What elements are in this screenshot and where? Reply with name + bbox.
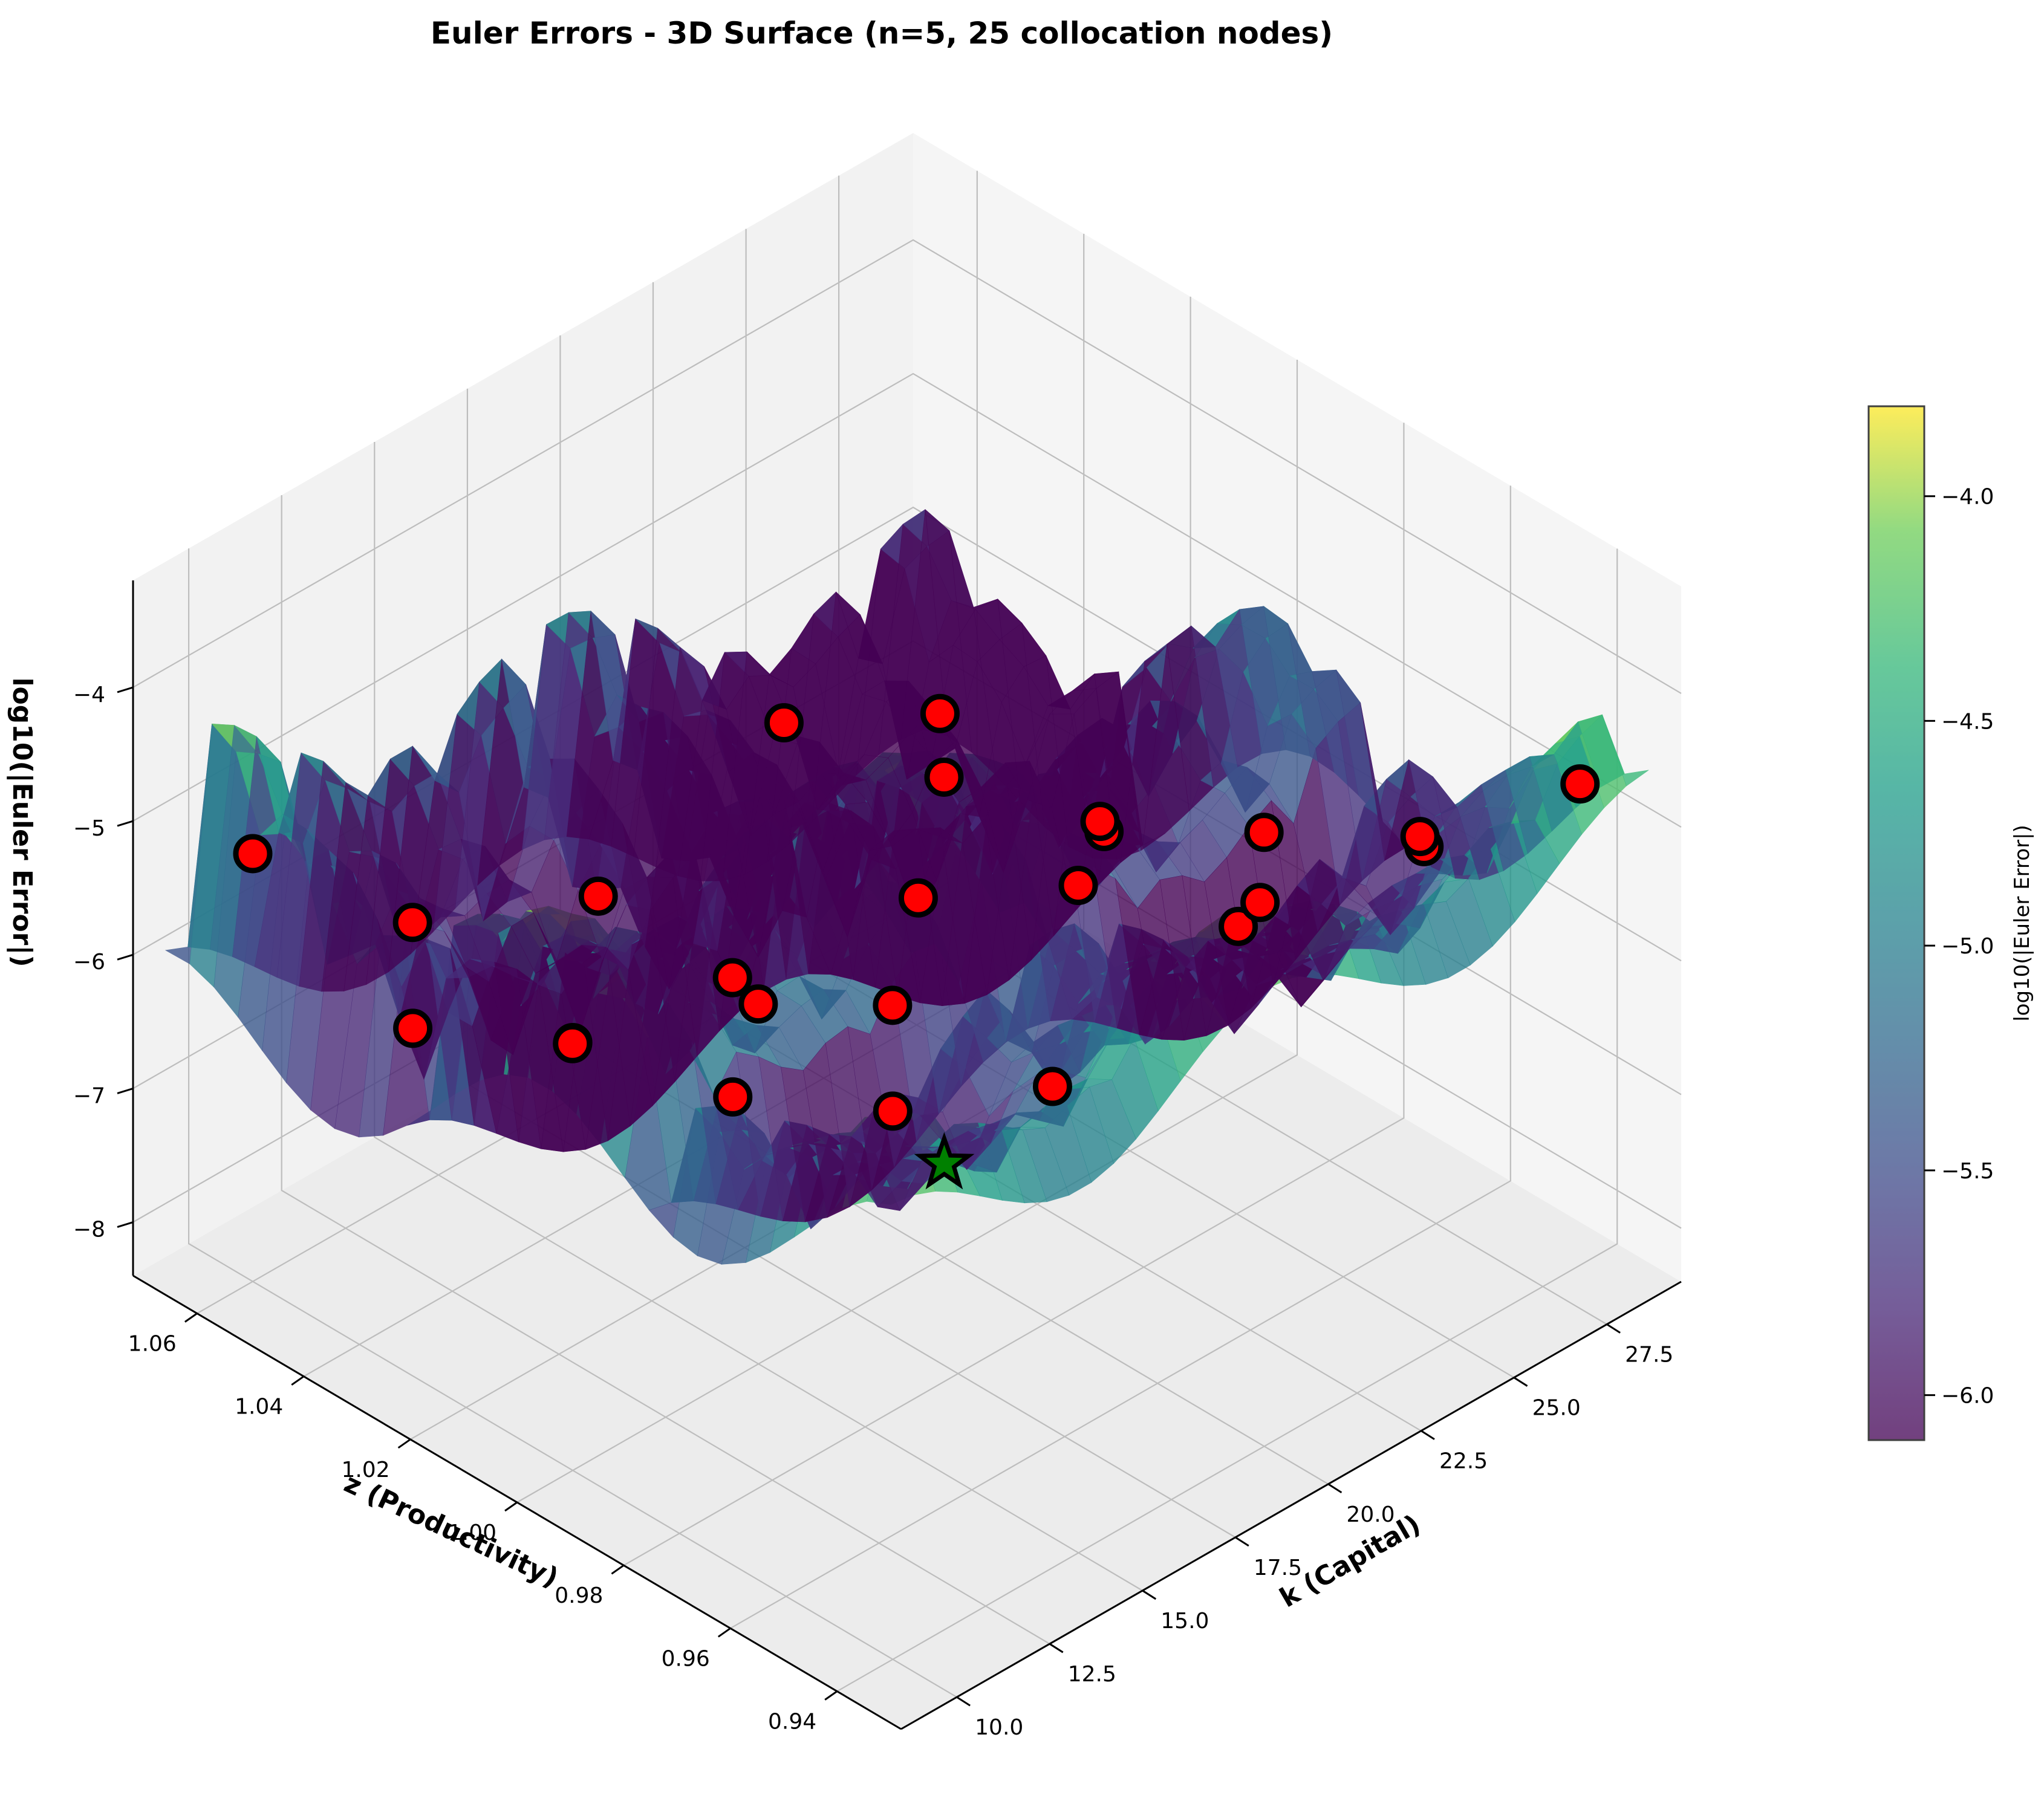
error-tick-mark [117,1087,134,1094]
k-tick-mark [1049,1643,1064,1654]
z-tick-mark [611,1564,625,1575]
collocation-node [713,1077,753,1117]
collocation-node [764,703,804,743]
colorbar-tick-label: −5.5 [1941,1159,1994,1184]
z-tick-label: 0.96 [662,1646,710,1671]
grid-line-k [374,442,1143,1591]
k-tick-mark [1142,1589,1157,1600]
collocation-node [393,1008,433,1048]
error-tick-label: −7 [73,1083,105,1108]
k-tick-label: 15.0 [1160,1609,1209,1634]
collocation-node [924,757,964,797]
axis-ticks: 10.0 12.5 15.0 17.5 20.0 22.5 25.0 27.5 0.94 0.96… [73,683,1673,1740]
k-tick-label: 17.5 [1254,1556,1302,1580]
error-tick-mark [117,820,134,827]
grid-line-error [132,372,1682,828]
z-tick-mark [291,1375,305,1386]
z-tick-mark [397,1438,411,1449]
colorbar-tick-label: −4.5 [1941,709,1994,734]
grid-line-z-prod [516,360,1298,1503]
collocation-node [712,958,752,998]
z-tick-mark [504,1501,518,1512]
colorbar-ticks: −6.0 −5.5 −5.0 −4.5 −4.0 [1924,485,1994,1409]
z-tick-mark [184,1313,198,1323]
collocation-node [873,1091,913,1131]
k-tick-label: 27.5 [1625,1342,1673,1367]
colorbar-gradient [1867,405,1925,1441]
collocation-node [1058,866,1098,906]
z-axis-label: log10(|Euler Error|) [7,677,37,967]
error-tick-label: −6 [73,950,105,975]
grid-line-k [188,548,957,1698]
z-tick-label: 1.00 [448,1521,496,1545]
k-axis-line [900,1280,1682,1730]
collocation-nodes [233,693,1600,1131]
grid-line-error [132,239,1682,694]
z-tick-mark [824,1690,838,1701]
collocation-node [578,876,618,916]
collocation-node [898,878,938,918]
collocation-node [233,834,273,874]
colorbar-tick-label: −4.0 [1941,485,1994,510]
collocation-node [1400,817,1440,857]
k-tick-mark [956,1696,971,1707]
z-tick-label: 0.98 [555,1583,603,1608]
surface-facet [1602,714,1649,787]
steady-state-star [914,1132,975,1190]
collocation-node [1080,802,1120,842]
k-tick-mark [1513,1377,1528,1387]
k-tick-mark [1235,1536,1249,1547]
collocation-node [1219,906,1258,946]
k-tick-label: 22.5 [1439,1449,1488,1474]
grid-line-z-prod [730,485,1511,1629]
grid-line-z-prod [623,423,1405,1566]
k-tick-label: 25.0 [1532,1396,1581,1421]
k-tick-mark [1327,1483,1343,1494]
collocation-node [553,1024,593,1063]
error-tick-label: −8 [73,1218,105,1242]
error-tick-label: −4 [73,683,105,707]
colorbar-tick-label: −5.0 [1941,934,1994,959]
k-tick-mark [1606,1323,1621,1334]
z-tick-mark [717,1628,731,1638]
k-tick-label: 10.0 [975,1715,1023,1740]
z-tick-label: 0.94 [768,1710,816,1735]
steady-state-marker [914,1132,975,1190]
collocation-node [1240,883,1280,923]
collocation-node [920,693,960,733]
z-tick-label: 1.02 [341,1458,389,1482]
z-tick-label: 1.06 [128,1332,177,1357]
collocation-node [1244,813,1284,852]
collocation-node [392,903,432,943]
colorbar-tick-label: −6.0 [1941,1384,1994,1409]
collocation-node [873,985,913,1025]
error-tick-label: −5 [73,816,105,841]
colorbar-label: log10(|Euler Error|) [2010,825,2034,1022]
error-tick-mark [117,1221,134,1228]
k-tick-label: 12.5 [1068,1662,1116,1687]
error-tick-mark [117,686,134,693]
chart-title: Euler Errors - 3D Surface (n=5, 25 collo… [431,16,1333,51]
collocation-node [1560,764,1600,804]
collocation-node [738,984,778,1024]
collocation-node [1032,1066,1072,1106]
grid-line-k [281,495,1050,1644]
k-tick-mark [1421,1430,1435,1440]
z-tick-label: 1.04 [235,1395,283,1420]
error-tick-mark [117,953,134,961]
colorbar: −6.0 −5.5 −5.0 −4.5 −4.0 log10(|Euler Error|… [1867,405,2034,1441]
k-tick-label: 20.0 [1346,1502,1395,1527]
